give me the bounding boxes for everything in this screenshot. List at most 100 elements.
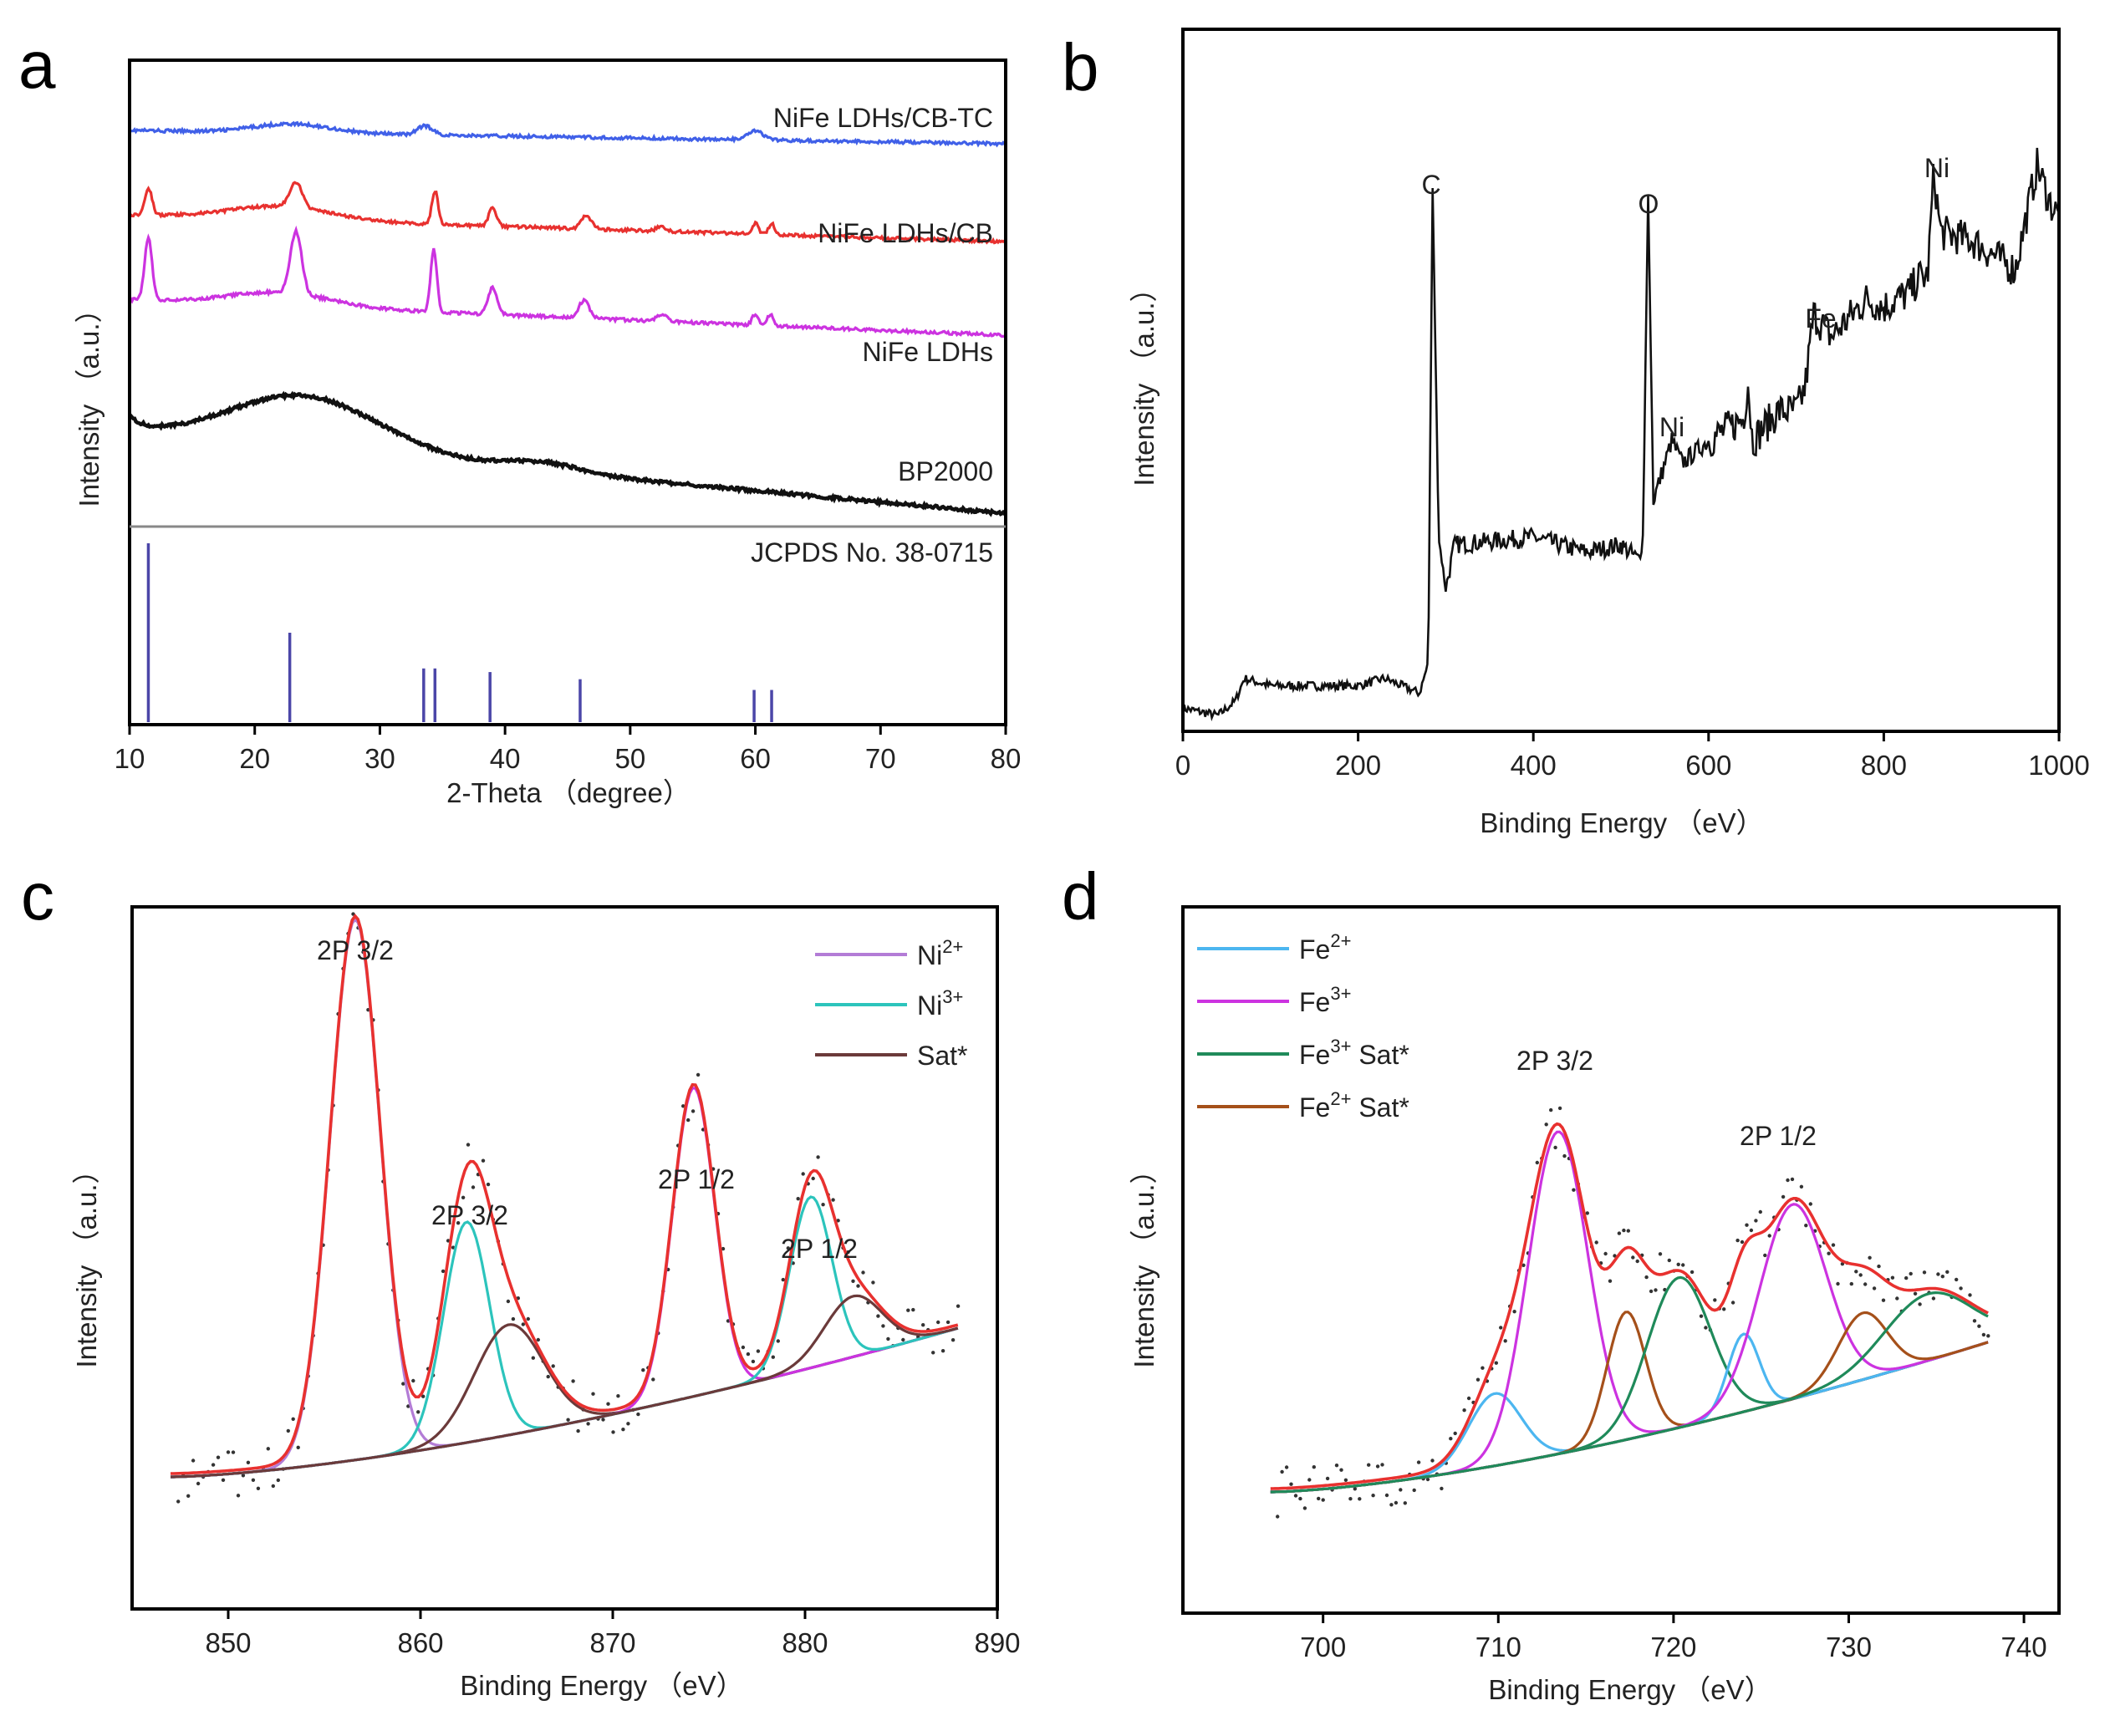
d-data-point: [1503, 1339, 1507, 1343]
c-data-point: [881, 1324, 885, 1328]
d-data-point: [1562, 1153, 1567, 1158]
c-data-point: [586, 1422, 590, 1426]
d-legend-label-0: Fe2+: [1299, 930, 1351, 965]
d-data-point: [1307, 1478, 1312, 1482]
d-data-point: [1808, 1202, 1812, 1206]
c-data-point: [276, 1478, 280, 1483]
d-data-point: [1626, 1229, 1631, 1233]
c-component-5: [171, 1294, 959, 1479]
c-data-point: [606, 1402, 610, 1406]
c-data-point: [401, 1382, 405, 1386]
d-data-point: [1466, 1396, 1471, 1401]
x-axis-label-b: Binding Energy （eV）: [1480, 807, 1763, 838]
a-xtick-label: 10: [115, 743, 145, 774]
c-data-point: [211, 1463, 216, 1467]
b-xtick-label: 600: [1685, 750, 1731, 781]
c-data-point: [486, 1182, 491, 1187]
d-data-point: [1667, 1258, 1672, 1263]
d-data-point: [1622, 1228, 1626, 1233]
d-data-point: [1553, 1145, 1557, 1150]
c-data-point: [521, 1322, 525, 1326]
plot-frame-d: [1181, 905, 2061, 1615]
d-data-point: [1986, 1334, 1990, 1338]
d-data-point: [1585, 1211, 1590, 1215]
peak-label-c-4: 2P 1/2: [781, 1234, 858, 1264]
d-xtick-label: 740: [2001, 1632, 2047, 1662]
c-data-point: [741, 1345, 746, 1350]
d-data-point: [1416, 1460, 1421, 1464]
c-data-point: [756, 1349, 761, 1353]
d-data-point: [1394, 1500, 1399, 1505]
series-line-3: [128, 390, 1007, 517]
d-data-point: [1449, 1437, 1453, 1441]
d-data-point: [1440, 1486, 1444, 1491]
x-axis-label-c: Binding Energy （eV）: [460, 1670, 743, 1701]
c-data-point: [176, 1499, 181, 1504]
d-data-point: [1298, 1496, 1302, 1501]
c-xtick-label: 870: [589, 1627, 635, 1658]
d-data-point: [1922, 1270, 1927, 1275]
c-data-point: [721, 1246, 726, 1251]
c-data-point: [416, 1410, 420, 1414]
c-data-point: [940, 1349, 945, 1353]
chart-panel-c: 850 860 870 880 890 2P 3/2 2P 3/2 2P 1/2 2P …: [71, 905, 1021, 1701]
d-data-point: [1358, 1497, 1362, 1501]
d-data-point: [1499, 1326, 1503, 1330]
panel-label-c: c: [21, 859, 54, 934]
c-data-point: [621, 1428, 625, 1432]
peak-label-c-2: 2P 3/2: [431, 1200, 508, 1230]
c-data-point: [696, 1072, 701, 1077]
plot-frame-b: [1181, 28, 2061, 733]
d-xtick-label: 730: [1826, 1632, 1872, 1662]
a-xtick-label: 30: [364, 743, 395, 774]
d-data-point: [1786, 1178, 1790, 1183]
c-data-point: [871, 1280, 875, 1285]
d-data-point: [1804, 1224, 1808, 1228]
a-xtick-label: 60: [740, 743, 771, 774]
y-axis-label-a: Intensity （a.u.）: [74, 295, 104, 507]
survey-spectrum-line: [1181, 147, 2060, 722]
c-data-point: [611, 1430, 615, 1434]
d-data-point: [1735, 1238, 1740, 1243]
d-data-point: [1658, 1252, 1663, 1256]
d-data-point: [1594, 1240, 1598, 1245]
d-data-point: [1389, 1503, 1394, 1507]
peak-label-fe: Fe: [1805, 303, 1836, 333]
c-data-point: [945, 1320, 951, 1325]
d-data-point: [1293, 1494, 1298, 1498]
b-xtick-label: 0: [1175, 750, 1190, 781]
series-line-0: [129, 120, 1007, 148]
c-data-point: [231, 1450, 236, 1454]
c-data-point: [236, 1494, 241, 1498]
d-data-point: [1557, 1106, 1562, 1111]
c-data-point: [536, 1337, 540, 1342]
series-line-1: [128, 181, 1007, 245]
b-xtick-label: 400: [1511, 750, 1557, 781]
c-data-point: [626, 1422, 630, 1426]
c-data-point: [851, 1279, 855, 1284]
d-data-point: [1317, 1496, 1321, 1501]
chart-panel-a: 10 20 30 40 50 60 70 80 NiFe LDHs/CB-TC NiFe LD…: [74, 59, 1021, 808]
d-data-point: [1403, 1501, 1408, 1505]
d-data-point: [1945, 1270, 1949, 1275]
plot-frame-a: [128, 59, 1007, 726]
d-data-point: [1872, 1286, 1877, 1291]
c-data-point: [776, 1339, 780, 1343]
peak-label-c-3: 2P 1/2: [658, 1164, 735, 1194]
c-component-3: [171, 1087, 959, 1479]
c-data-point: [686, 1117, 691, 1123]
peak-label-ni-2p: Ni: [1924, 153, 1949, 183]
c-data-point: [546, 1374, 550, 1379]
c-legend-label-0: Ni2+: [917, 936, 963, 970]
c-data-point: [511, 1316, 516, 1321]
d-data-point: [1289, 1482, 1293, 1486]
d-data-point: [1676, 1262, 1680, 1267]
c-data-point: [746, 1352, 751, 1357]
d-data-point: [1863, 1282, 1868, 1286]
panel-label-b: b: [1062, 30, 1099, 104]
d-component-7: [1270, 1291, 1989, 1494]
d-data-point: [1881, 1298, 1886, 1302]
d-data-point: [1955, 1277, 1959, 1282]
c-data-point: [226, 1450, 231, 1454]
d-data-point: [1384, 1493, 1389, 1498]
